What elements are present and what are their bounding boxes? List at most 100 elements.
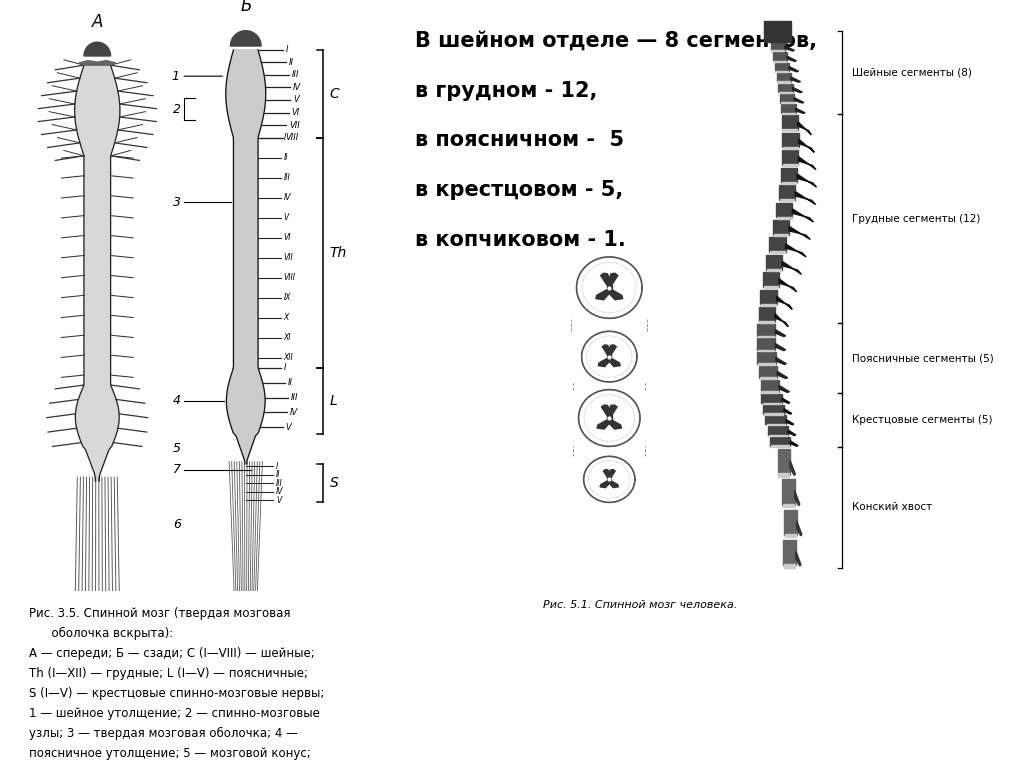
Polygon shape [777, 81, 791, 83]
Polygon shape [796, 551, 801, 566]
Text: 1: 1 [171, 70, 179, 83]
Polygon shape [781, 168, 798, 183]
Text: II: II [276, 470, 281, 479]
Polygon shape [759, 367, 777, 378]
Polygon shape [757, 338, 775, 350]
Polygon shape [784, 509, 797, 535]
Text: VI: VI [292, 108, 300, 117]
Text: Грудные сегменты (12): Грудные сегменты (12) [852, 213, 980, 224]
Polygon shape [762, 394, 782, 403]
Text: В шейном отделе — 8 сегментов,: В шейном отделе — 8 сегментов, [415, 31, 817, 51]
Text: IV: IV [293, 83, 301, 92]
Text: V: V [276, 496, 282, 505]
Polygon shape [797, 521, 802, 536]
Polygon shape [609, 358, 621, 367]
Polygon shape [779, 385, 790, 393]
Text: в копчиковом - 1.: в копчиковом - 1. [415, 230, 626, 250]
Polygon shape [778, 449, 791, 475]
Text: IX: IX [284, 293, 291, 302]
Polygon shape [780, 102, 794, 104]
Text: C: C [330, 87, 340, 100]
Polygon shape [799, 156, 816, 170]
Polygon shape [780, 94, 795, 103]
Polygon shape [791, 77, 801, 82]
Text: VII: VII [289, 120, 300, 130]
Text: VII: VII [284, 253, 294, 262]
Polygon shape [582, 331, 637, 382]
Polygon shape [769, 238, 785, 252]
Polygon shape [782, 398, 790, 403]
Text: в грудном - 12,: в грудном - 12, [415, 81, 597, 100]
Polygon shape [775, 330, 785, 337]
Polygon shape [771, 50, 784, 51]
Polygon shape [767, 269, 781, 271]
Polygon shape [761, 380, 779, 392]
Polygon shape [609, 405, 617, 416]
Polygon shape [787, 56, 797, 61]
Polygon shape [798, 122, 811, 135]
Text: IV: IV [284, 193, 291, 202]
Polygon shape [782, 35, 793, 41]
Text: III: III [292, 71, 299, 80]
Polygon shape [770, 437, 791, 446]
Polygon shape [784, 409, 792, 414]
Text: Б: Б [240, 0, 252, 15]
Polygon shape [759, 364, 775, 365]
Polygon shape [791, 460, 796, 476]
Polygon shape [775, 63, 790, 71]
Text: Поясничные сегменты (5): Поясничные сегменты (5) [852, 353, 993, 364]
Polygon shape [596, 290, 609, 300]
Polygon shape [609, 290, 623, 300]
Polygon shape [609, 273, 617, 285]
Polygon shape [798, 174, 816, 187]
Polygon shape [601, 405, 609, 416]
Polygon shape [763, 403, 781, 404]
Polygon shape [775, 344, 785, 351]
Polygon shape [781, 115, 798, 130]
Text: III: III [284, 173, 291, 182]
Polygon shape [782, 262, 802, 275]
Polygon shape [773, 52, 787, 61]
Polygon shape [770, 252, 784, 254]
Polygon shape [758, 350, 774, 351]
Text: II: II [288, 378, 293, 387]
Text: 3: 3 [173, 196, 181, 209]
Polygon shape [607, 415, 611, 421]
Polygon shape [783, 164, 798, 166]
Polygon shape [226, 50, 265, 464]
Polygon shape [773, 234, 788, 236]
Polygon shape [609, 469, 615, 478]
Polygon shape [759, 308, 775, 322]
Text: S: S [330, 476, 339, 490]
Text: поясничное утолщение; 5 — мозговой конус;: поясничное утолщение; 5 — мозговой конус… [29, 747, 310, 760]
Polygon shape [609, 481, 618, 488]
Polygon shape [779, 92, 792, 93]
Polygon shape [784, 46, 795, 51]
Text: S (I—V) — крестцовые спинно-мозговые нервы;: S (I—V) — крестцовые спинно-мозговые нер… [29, 687, 324, 700]
Text: II: II [289, 58, 294, 67]
Polygon shape [766, 255, 782, 269]
Text: в поясничном -  5: в поясничном - 5 [415, 130, 624, 150]
Text: оболочка вскрыта):: оболочка вскрыта): [29, 627, 173, 640]
Polygon shape [779, 185, 796, 199]
Polygon shape [768, 31, 782, 40]
Polygon shape [773, 220, 790, 235]
Text: 6: 6 [173, 518, 181, 531]
Polygon shape [778, 84, 793, 92]
Polygon shape [764, 21, 791, 42]
Text: 4: 4 [173, 394, 181, 407]
Text: Th: Th [330, 245, 347, 260]
Polygon shape [782, 130, 797, 131]
Polygon shape [601, 273, 609, 285]
Text: VIII: VIII [284, 273, 296, 282]
Text: в крестцовом - 5,: в крестцовом - 5, [415, 180, 623, 200]
Polygon shape [609, 420, 622, 429]
Text: узлы; 3 — твердая мозговая оболочка; 4 —: узлы; 3 — твердая мозговая оболочка; 4 — [29, 727, 298, 740]
Polygon shape [795, 97, 804, 103]
Polygon shape [773, 61, 786, 62]
Polygon shape [764, 286, 778, 288]
Polygon shape [779, 278, 797, 292]
Text: X: X [284, 314, 289, 322]
Polygon shape [781, 104, 796, 113]
Polygon shape [781, 182, 797, 184]
